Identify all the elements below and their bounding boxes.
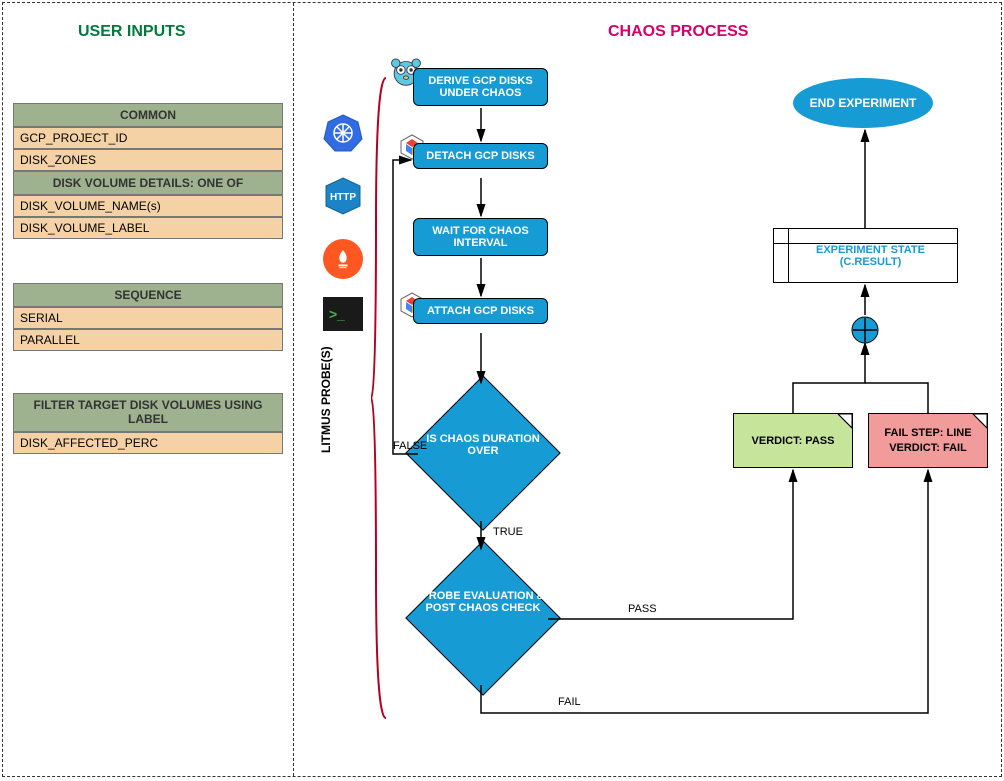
user-inputs-title: USER INPUTS <box>78 23 186 41</box>
table-row: DISK_VOLUME_LABEL <box>14 217 282 238</box>
table-common-subheader: DISK VOLUME DETAILS: ONE OF <box>14 171 282 195</box>
brace-icon <box>371 73 391 723</box>
litmus-probe-label: LITMUS PROBE(S) <box>319 346 333 453</box>
chaos-process-title: CHAOS PROCESS <box>608 23 748 41</box>
node-wait: WAIT FOR CHAOS INTERVAL <box>413 218 548 256</box>
table-filter: FILTER TARGET DISK VOLUMES USING LABEL D… <box>13 393 283 454</box>
table-row: DISK_AFFECTED_PERC <box>14 432 282 453</box>
label-fail: FAIL <box>558 696 581 708</box>
label-true: TRUE <box>493 526 523 538</box>
node-attach: ATTACH GCP DISKS <box>413 298 548 324</box>
node-derive: DERIVE GCP DISKS UNDER CHAOS <box>413 68 548 106</box>
label-false: FALSE <box>393 440 427 452</box>
http-icon: HTTP <box>320 176 366 216</box>
prometheus-icon <box>323 239 363 279</box>
decision-duration-label: IS CHAOS DURATION OVER <box>418 433 548 457</box>
table-row: GCP_PROJECT_ID <box>14 127 282 149</box>
table-sequence-header: SEQUENCE <box>14 284 282 307</box>
panel-divider <box>293 3 294 776</box>
diagram-container: USER INPUTS CHAOS PROCESS COMMON GCP_PRO… <box>2 2 1002 777</box>
table-common-header: COMMON <box>14 104 282 127</box>
table-sequence: SEQUENCE SERIAL PARALLEL <box>13 283 283 351</box>
node-detach: DETACH GCP DISKS <box>413 143 548 169</box>
cmd-icon: >_ <box>323 297 363 331</box>
table-filter-header: FILTER TARGET DISK VOLUMES USING LABEL <box>14 394 282 432</box>
node-state: EXPERIMENT STATE (C.RESULT) <box>773 228 958 283</box>
table-row: DISK_ZONES <box>14 149 282 171</box>
decision-probe-label: PROBE EVALUATION & POST CHAOS CHECK <box>418 590 548 614</box>
k8s-icon <box>323 113 363 153</box>
label-pass: PASS <box>628 603 657 615</box>
svg-text:HTTP: HTTP <box>330 192 356 203</box>
table-common: COMMON GCP_PROJECT_ID DISK_ZONES DISK VO… <box>13 103 283 239</box>
node-verdict-pass: VERDICT: PASS <box>733 413 853 468</box>
table-row: PARALLEL <box>14 329 282 350</box>
node-end: END EXPERIMENT <box>793 78 933 128</box>
node-verdict-fail: FAIL STEP: LINE VERDICT: FAIL <box>868 413 988 468</box>
probe-icon-column: HTTP >_ <box>323 113 373 331</box>
table-row: SERIAL <box>14 307 282 329</box>
decision-probe <box>405 540 561 696</box>
xor-join-icon <box>850 315 880 345</box>
table-row: DISK_VOLUME_NAME(s) <box>14 195 282 217</box>
